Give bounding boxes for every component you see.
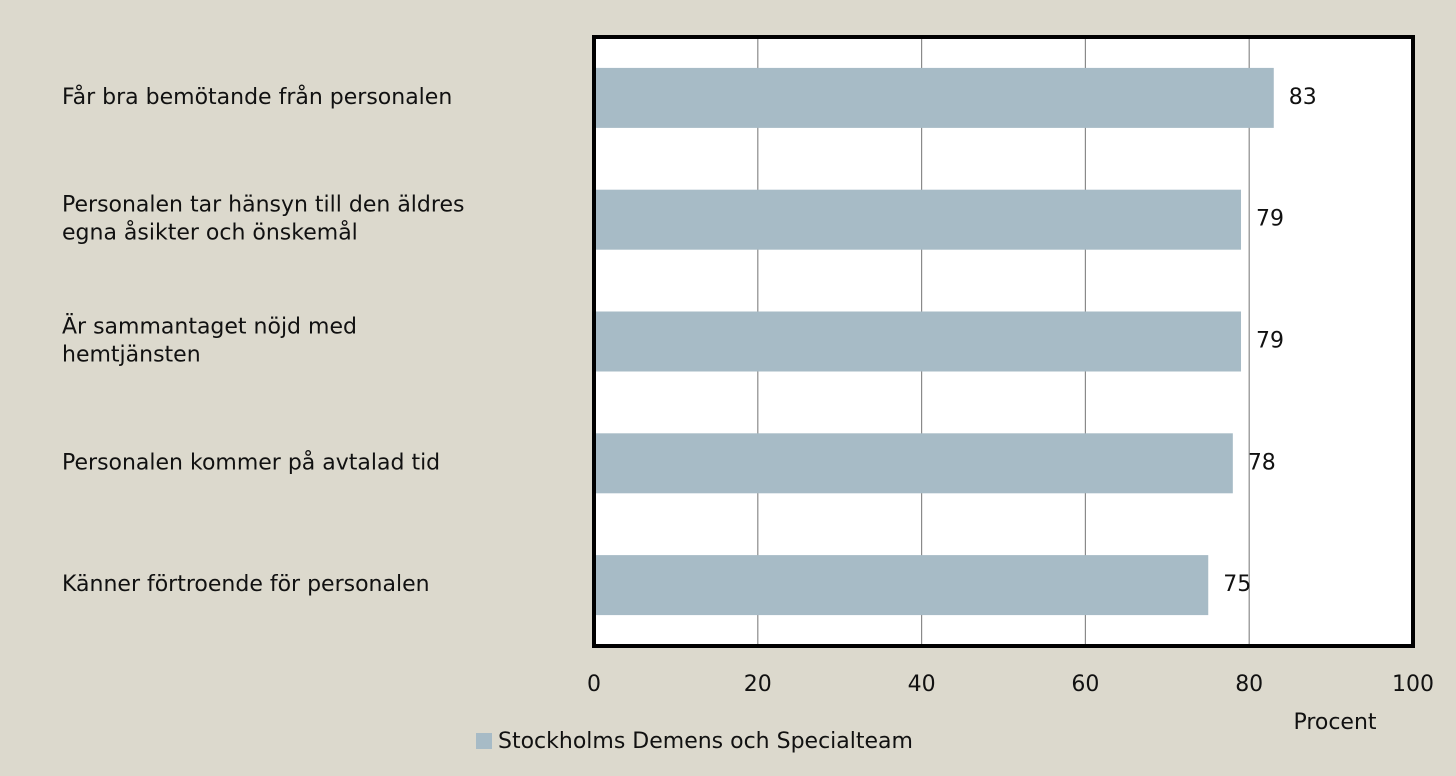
data-label: 79 [1256,329,1284,354]
data-label: 78 [1248,450,1276,475]
x-axis-label: Procent [1293,710,1376,735]
legend-swatch [476,733,492,749]
legend-label: Stockholms Demens och Specialteam [498,729,913,754]
x-tick-label: 40 [908,672,936,697]
data-label: 79 [1256,207,1284,232]
data-label: 75 [1223,572,1251,597]
y-tick-label: Är sammantaget nöjd med hemtjänsten [62,314,357,368]
bar [594,433,1233,494]
bar [594,555,1209,616]
bar [594,67,1274,128]
bar [594,311,1242,372]
x-tick-label: 60 [1071,672,1099,697]
data-label: 83 [1289,85,1317,110]
y-tick-label: Personalen kommer på avtalad tid [62,449,440,475]
y-tick-label: Känner förtroende för personalen [62,572,430,597]
bars [594,67,1274,616]
x-tick-label: 20 [744,672,772,697]
y-tick-label: Får bra bemötande från personalen [62,84,452,110]
y-tick-label: Personalen tar hänsyn till den äldres egn… [62,193,464,246]
x-tick-label: 100 [1392,672,1434,697]
x-tick-label: 0 [587,672,601,697]
bar [594,189,1242,250]
plot-border [592,35,1415,648]
x-tick-label: 80 [1235,672,1263,697]
